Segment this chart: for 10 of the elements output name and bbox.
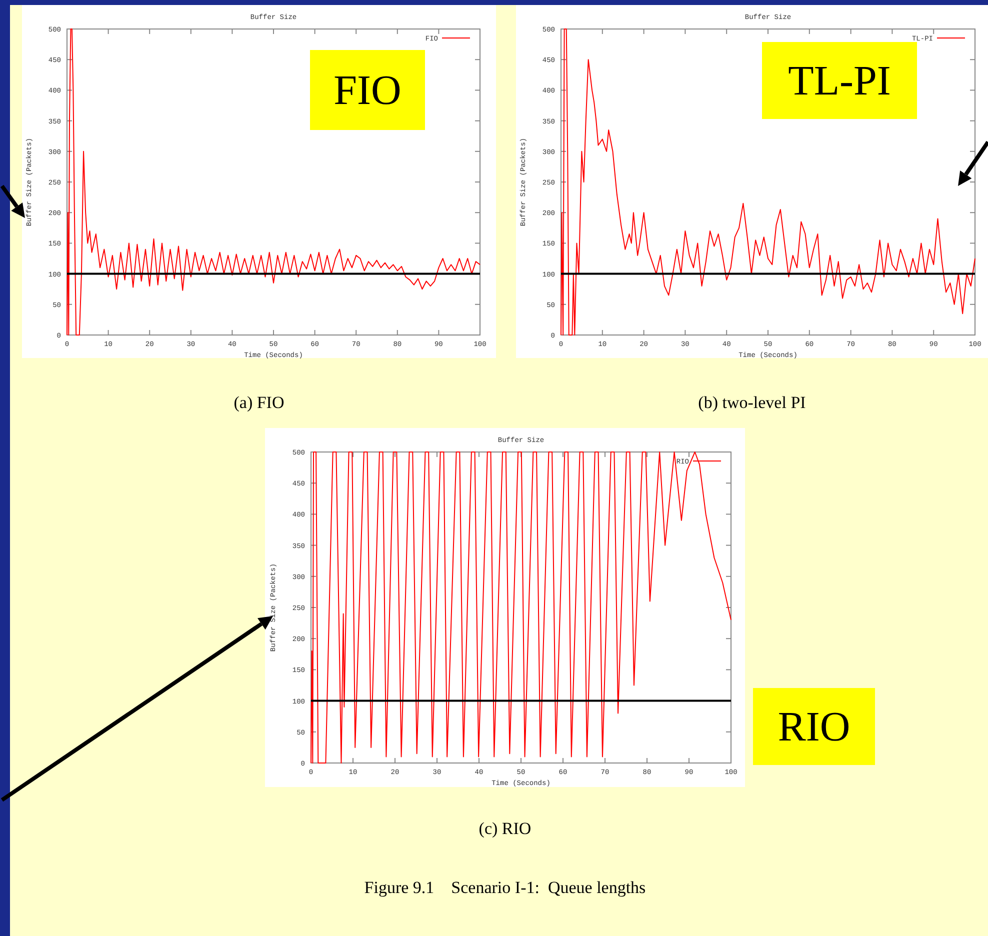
line-series [560, 28, 976, 336]
text: RIO [778, 704, 850, 750]
text: (a) FIO [234, 393, 284, 412]
annotation: FIO [334, 68, 402, 114]
line-series [310, 452, 732, 764]
text: (c) RIO [478, 819, 532, 838]
text: (b) two-level PI [698, 393, 806, 412]
caption: Figure 9.1 Scenario I-1: Queue lengths [364, 878, 646, 897]
annotation: TL-PI [788, 58, 891, 104]
line-series [66, 28, 480, 336]
